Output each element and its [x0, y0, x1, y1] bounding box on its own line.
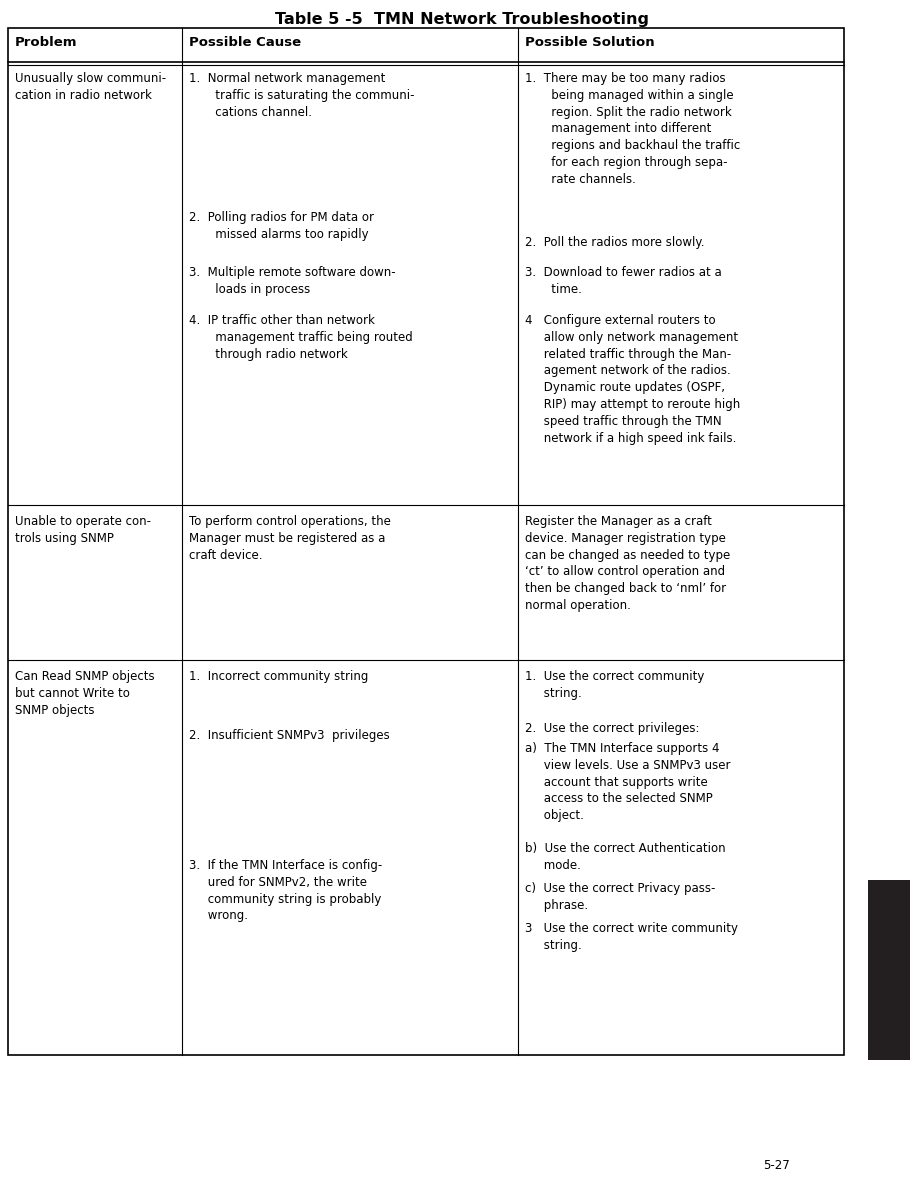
- Text: Can Read SNMP objects
but cannot Write to
SNMP objects: Can Read SNMP objects but cannot Write t…: [15, 670, 154, 717]
- Text: 3.  If the TMN Interface is config-
     ured for SNMPv2, the write
     communi: 3. If the TMN Interface is config- ured …: [189, 859, 383, 923]
- Text: Register the Manager as a craft
device. Manager registration type
can be changed: Register the Manager as a craft device. …: [525, 515, 730, 612]
- Text: Possible Solution: Possible Solution: [525, 36, 654, 49]
- Text: 3   Use the correct write community
     string.: 3 Use the correct write community string…: [525, 922, 738, 952]
- Text: 4   Configure external routers to
     allow only network management
     relate: 4 Configure external routers to allow on…: [525, 314, 740, 444]
- Text: 5-27: 5-27: [763, 1159, 789, 1172]
- Text: c)  Use the correct Privacy pass-
     phrase.: c) Use the correct Privacy pass- phrase.: [525, 882, 715, 912]
- Text: 2.  Use the correct privileges:: 2. Use the correct privileges:: [525, 722, 699, 735]
- Text: 1.  Use the correct community
     string.: 1. Use the correct community string.: [525, 670, 704, 700]
- Text: To perform control operations, the
Manager must be registered as a
craft device.: To perform control operations, the Manag…: [189, 515, 391, 561]
- Text: 4.  IP traffic other than network
       management traffic being routed
       : 4. IP traffic other than network managem…: [189, 314, 413, 360]
- Text: 1.  Incorrect community string: 1. Incorrect community string: [189, 670, 369, 683]
- Text: b)  Use the correct Authentication
     mode.: b) Use the correct Authentication mode.: [525, 841, 725, 871]
- Text: 2.  Poll the radios more slowly.: 2. Poll the radios more slowly.: [525, 236, 704, 249]
- Text: 3.  Multiple remote software down-
       loads in process: 3. Multiple remote software down- loads …: [189, 266, 395, 296]
- Text: 3.  Download to fewer radios at a
       time.: 3. Download to fewer radios at a time.: [525, 266, 722, 296]
- Bar: [8, 28, 844, 62]
- Text: 1.  Normal network management
       traffic is saturating the communi-
       c: 1. Normal network management traffic is …: [189, 72, 415, 119]
- Text: Problem: Problem: [15, 36, 78, 49]
- Text: Unusually slow communi-
cation in radio network: Unusually slow communi- cation in radio …: [15, 72, 166, 102]
- Text: Possible Cause: Possible Cause: [189, 36, 301, 49]
- Bar: [8, 28, 844, 1055]
- Text: a)  The TMN Interface supports 4
     view levels. Use a SNMPv3 user
     accoun: a) The TMN Interface supports 4 view lev…: [525, 742, 731, 822]
- Text: 2.  Insufficient SNMPv3  privileges: 2. Insufficient SNMPv3 privileges: [189, 729, 390, 742]
- Text: Unable to operate con-
trols using SNMP: Unable to operate con- trols using SNMP: [15, 515, 151, 545]
- Text: 1.  There may be too many radios
       being managed within a single
       reg: 1. There may be too many radios being ma…: [525, 72, 740, 186]
- Text: 2.  Polling radios for PM data or
       missed alarms too rapidly: 2. Polling radios for PM data or missed …: [189, 211, 374, 241]
- Bar: [868, 880, 910, 1061]
- Text: Table 5 -5  TMN Network Troubleshooting: Table 5 -5 TMN Network Troubleshooting: [275, 12, 649, 28]
